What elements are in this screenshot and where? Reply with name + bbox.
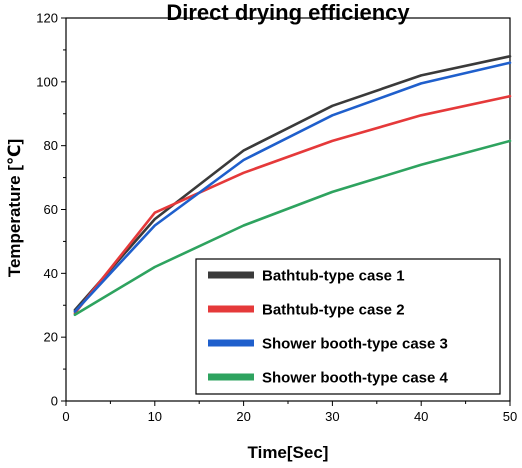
legend: Bathtub-type case 1 Bathtub-type case 2 Sh…: [195, 258, 501, 395]
legend-label: Shower booth-type case 4: [262, 370, 449, 387]
legend-box: [195, 258, 501, 395]
series-line-1: [73, 54, 512, 312]
y-tick-label: 40: [44, 266, 58, 281]
x-tick-label: 30: [325, 409, 339, 424]
y-axis-label: Temperature [℃]: [5, 139, 24, 277]
x-tick-label: 10: [148, 409, 162, 424]
series-line-2: [73, 94, 512, 315]
series-line-3: [73, 61, 512, 313]
x-axis-label: Time[Sec]: [248, 443, 329, 462]
chart-title: Direct drying efficiency: [166, 0, 410, 25]
x-tick-label: 40: [414, 409, 428, 424]
legend-label: Shower booth-type case 3: [262, 336, 448, 353]
y-tick-label: 0: [51, 394, 58, 409]
series-line-4: [73, 139, 512, 317]
x-tick-label: 0: [62, 409, 69, 424]
y-tick-label: 80: [44, 138, 58, 153]
legend-label: Bathtub-type case 1: [262, 268, 405, 285]
x-tick-label: 20: [236, 409, 250, 424]
y-tick-label: 120: [36, 11, 58, 26]
legend-label: Bathtub-type case 2: [262, 302, 405, 319]
y-tick-label: 100: [36, 74, 58, 89]
plot-area: 0 10 20 30 40 50 0 20 40 60 80 100 120 Bathtub-type c…: [36, 11, 517, 425]
y-tick-label: 20: [44, 330, 58, 345]
y-tick-label: 60: [44, 202, 58, 217]
x-tick-label: 50: [503, 409, 517, 424]
